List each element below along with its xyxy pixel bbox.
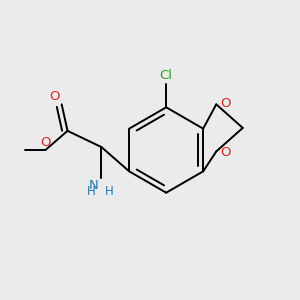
Text: O: O: [40, 136, 51, 148]
Text: O: O: [221, 97, 231, 110]
Text: O: O: [221, 146, 231, 159]
Text: Cl: Cl: [160, 69, 173, 82]
Text: O: O: [49, 90, 59, 103]
Text: H: H: [104, 185, 113, 198]
Text: N: N: [89, 179, 98, 192]
Text: H: H: [87, 185, 95, 198]
